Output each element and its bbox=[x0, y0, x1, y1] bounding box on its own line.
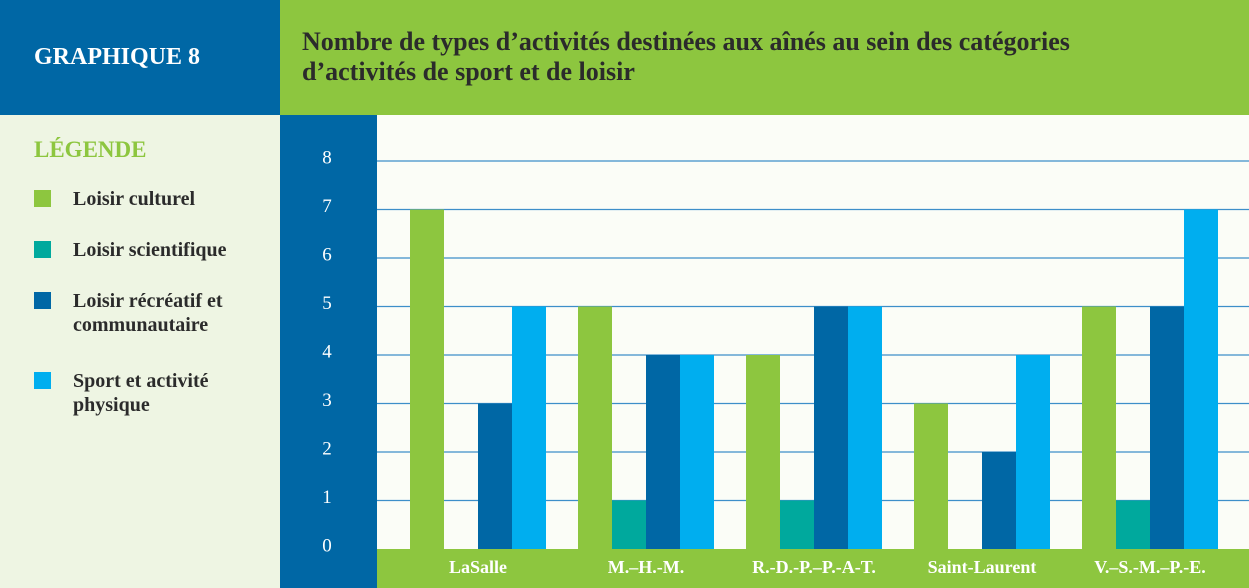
title-band: Nombre de types d’activités destinées au… bbox=[280, 0, 1249, 115]
bar bbox=[848, 306, 882, 549]
legend-swatch bbox=[34, 190, 51, 207]
x-tick-label: LaSalle bbox=[449, 557, 507, 577]
y-tick-label: 4 bbox=[322, 341, 332, 362]
x-tick-label: R.-D.-P.–P.-A-T. bbox=[752, 557, 876, 577]
legend-label: Loisir récréatif et communautaire bbox=[73, 290, 223, 336]
x-tick-label: M.–H.-M. bbox=[608, 557, 684, 577]
y-tick-label: 7 bbox=[322, 196, 332, 217]
y-tick-label: 5 bbox=[322, 293, 332, 314]
bar bbox=[1184, 209, 1218, 549]
bar bbox=[1150, 306, 1184, 549]
chart-title: Nombre de types d’activités destinées au… bbox=[302, 27, 1070, 86]
x-tick-label: Saint-Laurent bbox=[928, 557, 1037, 577]
bar bbox=[512, 306, 546, 549]
x-axis-band bbox=[377, 549, 1249, 588]
legend-label: Loisir scientifique bbox=[73, 239, 227, 261]
legend-title: LÉGENDE bbox=[34, 137, 147, 162]
y-tick-label: 0 bbox=[322, 535, 332, 556]
legend-swatch bbox=[34, 241, 51, 258]
bar bbox=[478, 403, 512, 549]
bar bbox=[1116, 500, 1150, 549]
bar bbox=[914, 403, 948, 549]
chart: 0 1 2 3 4 5 6 7 8 LaSalle M.–H.-M. R.-D.-P.–P.-A-T.… bbox=[280, 115, 1249, 588]
legend-swatch bbox=[34, 372, 51, 389]
bar bbox=[410, 209, 444, 549]
bar bbox=[814, 306, 848, 549]
x-tick-label: V.–S.-M.–P.-E. bbox=[1094, 557, 1206, 577]
legend-swatch bbox=[34, 292, 51, 309]
bar bbox=[646, 355, 680, 549]
legend-label: Sport et activité physique bbox=[73, 370, 209, 416]
bar bbox=[1082, 306, 1116, 549]
bar bbox=[578, 306, 612, 549]
y-tick-label: 2 bbox=[322, 438, 332, 459]
y-axis-band bbox=[280, 115, 377, 588]
y-tick-label: 3 bbox=[322, 390, 332, 411]
bar bbox=[746, 355, 780, 549]
legend-item: Loisir scientifique bbox=[34, 238, 273, 262]
legend-item: Loisir culturel bbox=[34, 187, 273, 211]
bar bbox=[982, 452, 1016, 549]
chart-label: GRAPHIQUE 8 bbox=[0, 0, 280, 115]
legend-item: Loisir récréatif et communautaire bbox=[34, 289, 273, 337]
bar bbox=[612, 500, 646, 549]
y-tick-label: 6 bbox=[322, 244, 332, 265]
y-tick-label: 8 bbox=[322, 147, 332, 168]
bar bbox=[1016, 355, 1050, 549]
legend-item: Sport et activité physique bbox=[34, 369, 273, 417]
y-tick-label: 1 bbox=[322, 487, 332, 508]
legend-label: Loisir culturel bbox=[73, 188, 196, 210]
legend: LÉGENDE Loisir culturel Loisir scientifiq… bbox=[0, 115, 280, 588]
bar bbox=[680, 355, 714, 549]
bar bbox=[780, 500, 814, 549]
